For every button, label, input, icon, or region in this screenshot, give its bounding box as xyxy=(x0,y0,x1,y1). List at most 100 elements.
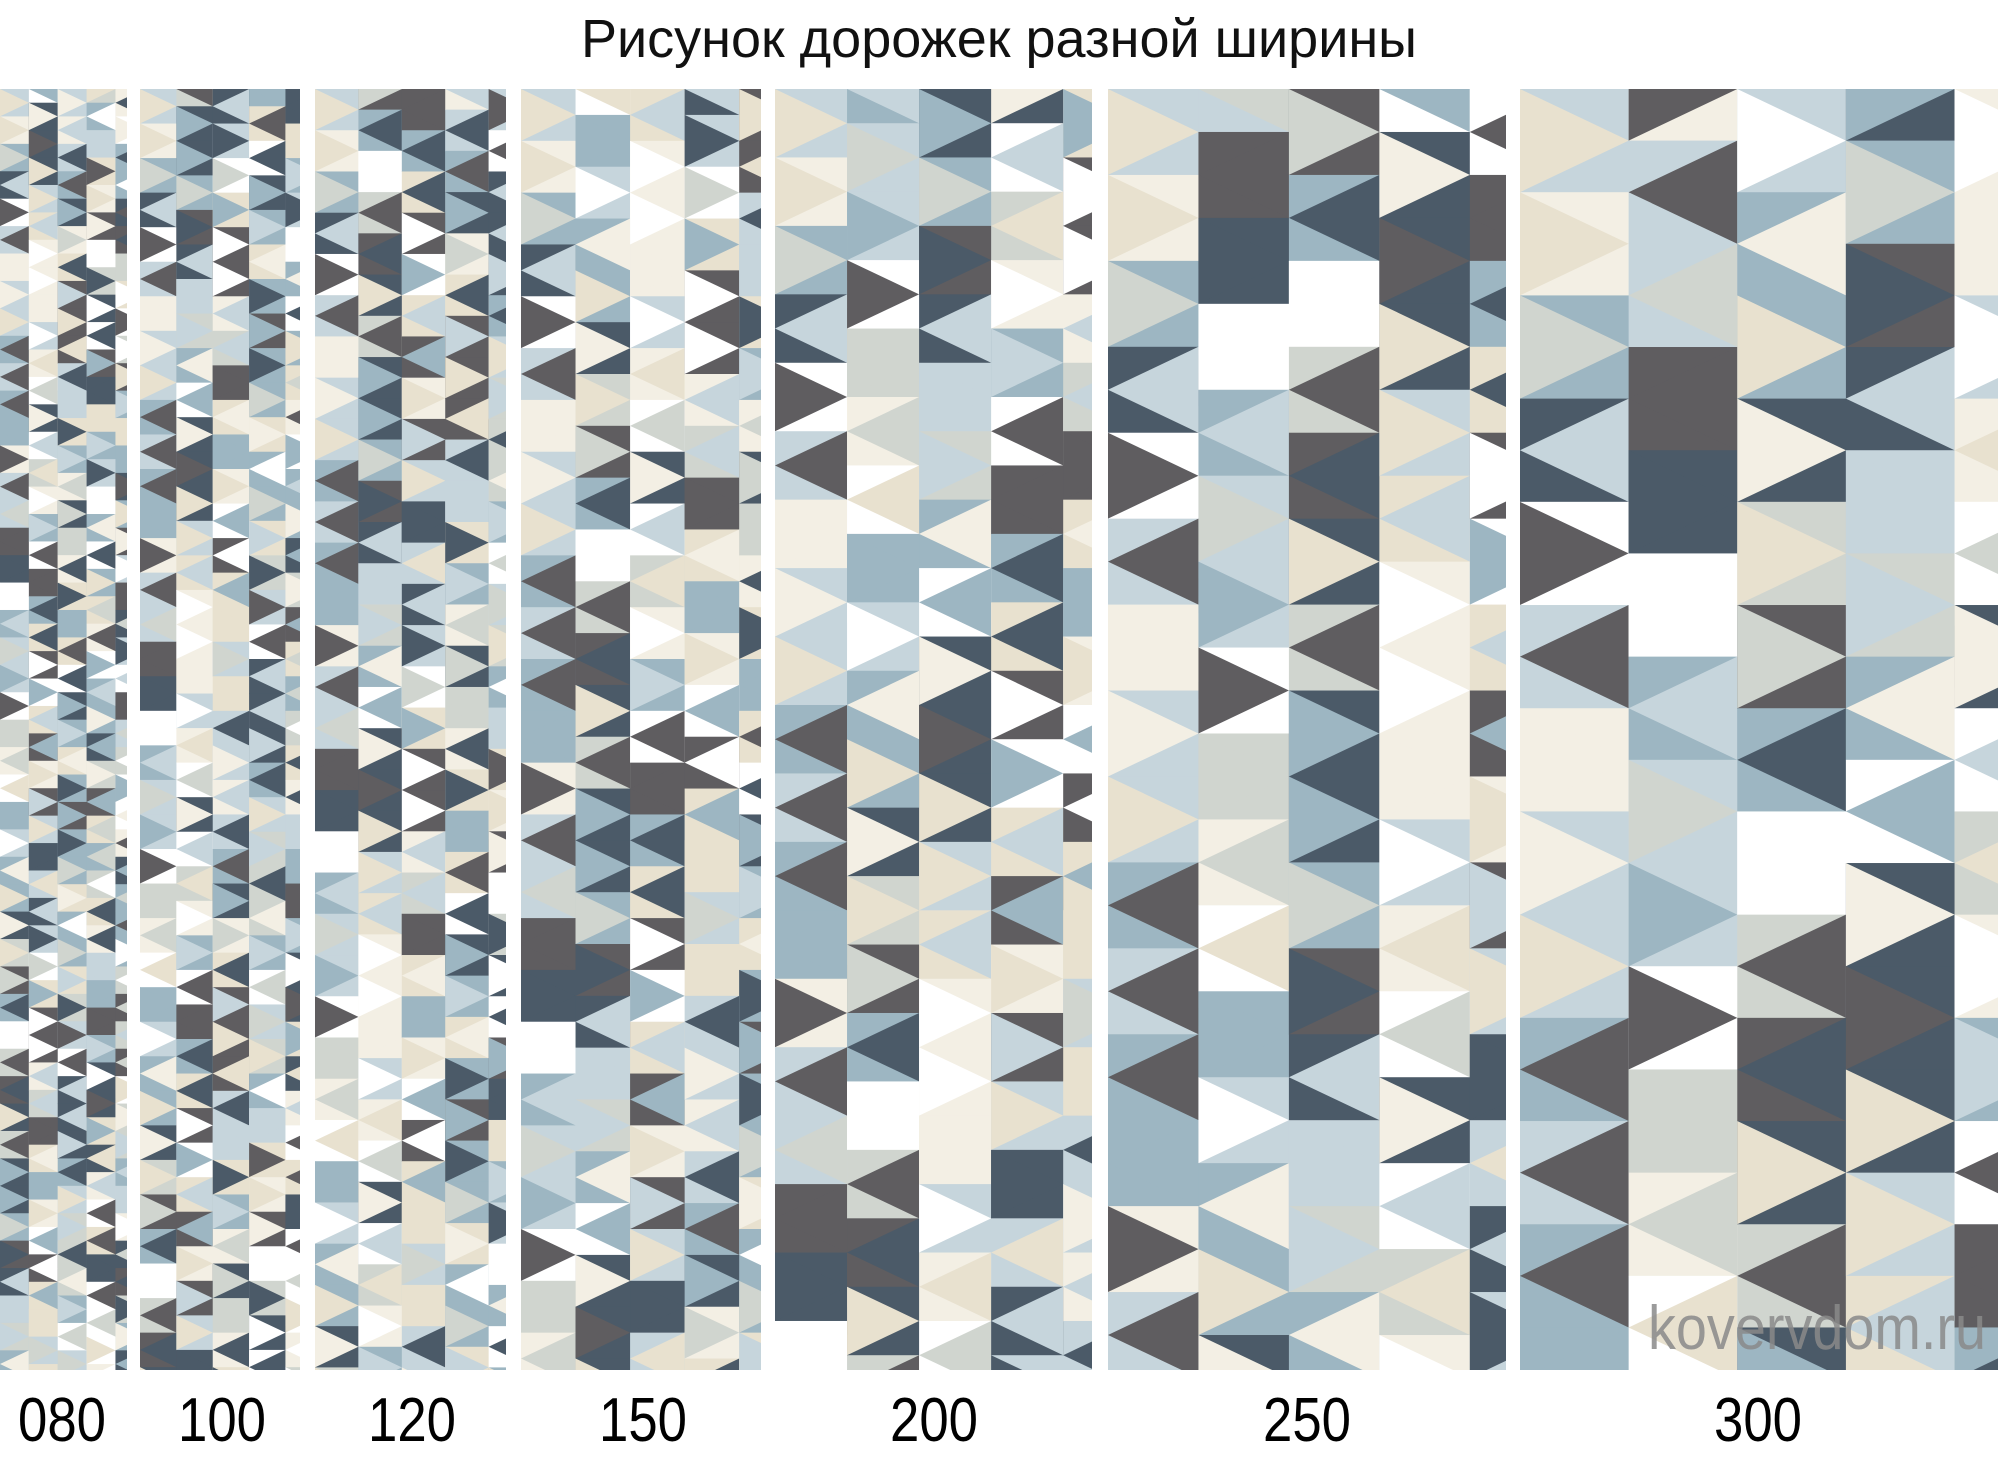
pattern-triangle xyxy=(1108,1034,1199,1121)
pattern-triangle xyxy=(57,1130,87,1159)
pattern-triangle xyxy=(358,150,402,193)
pattern-triangle xyxy=(86,1172,116,1200)
pattern-triangle xyxy=(1063,1273,1092,1301)
pattern-triangle xyxy=(1198,1335,1273,1370)
pattern-triangle xyxy=(115,280,127,309)
pattern-triangle xyxy=(1198,1077,1289,1164)
pattern-triangle xyxy=(739,778,761,799)
pattern-triangle xyxy=(115,1248,127,1260)
pattern-triangle xyxy=(28,952,58,981)
pattern-triangle xyxy=(919,225,992,295)
pattern-triangle xyxy=(488,625,506,667)
pattern-triangle xyxy=(775,362,848,432)
pattern-triangle xyxy=(521,659,576,711)
pattern-triangle xyxy=(991,807,1064,877)
pattern-triangle xyxy=(140,987,177,1022)
pattern-triangle xyxy=(86,349,116,377)
pattern-triangle xyxy=(176,348,213,383)
pattern-triangle xyxy=(1469,1034,1506,1121)
pattern-triangle xyxy=(684,995,740,1048)
pattern-triangle xyxy=(212,227,250,262)
pattern-triangle xyxy=(212,1367,219,1370)
pattern-triangle xyxy=(140,1125,177,1160)
pattern-cell xyxy=(285,1367,300,1370)
pattern-triangle xyxy=(176,1073,213,1109)
pattern-triangle xyxy=(115,308,127,336)
pattern-triangle xyxy=(315,336,359,378)
pattern-triangle xyxy=(315,913,359,956)
pattern-triangle xyxy=(521,1177,576,1229)
pattern-triangle xyxy=(285,237,300,252)
pattern-triangle xyxy=(115,1056,127,1068)
pattern-triangle xyxy=(0,801,29,830)
pattern-triangle xyxy=(140,261,177,297)
pattern-triangle xyxy=(775,841,848,911)
pattern-triangle xyxy=(315,130,359,172)
pattern-triangle xyxy=(212,469,250,504)
pattern-triangle xyxy=(140,434,177,469)
pattern-triangle xyxy=(445,563,489,605)
pattern-cell xyxy=(86,1364,116,1370)
pattern-triangle xyxy=(115,1002,127,1014)
pattern-triangle xyxy=(739,1244,761,1266)
pattern-triangle xyxy=(739,519,761,540)
pattern-triangle xyxy=(249,520,286,556)
pattern-triangle xyxy=(285,1066,300,1081)
pattern-triangle xyxy=(176,1246,213,1281)
pattern-triangle xyxy=(315,253,359,296)
pattern-triangle xyxy=(521,244,576,297)
pattern-triangle xyxy=(86,1144,116,1173)
pattern-cell xyxy=(684,1358,740,1370)
pattern-triangle xyxy=(358,439,402,481)
pattern-triangle xyxy=(630,969,685,1022)
pattern-triangle xyxy=(1954,89,1998,193)
pattern-triangle xyxy=(684,374,740,426)
pattern-triangle xyxy=(140,1367,146,1370)
pattern-triangle xyxy=(0,472,29,501)
runner-150 xyxy=(521,89,761,1370)
pattern-triangle xyxy=(0,1350,29,1370)
pattern-triangle xyxy=(1379,131,1470,218)
pattern-triangle xyxy=(401,1284,446,1327)
pattern-triangle xyxy=(249,969,286,1005)
runner-200 xyxy=(775,89,1092,1370)
pattern-triangle xyxy=(86,1035,116,1063)
pattern-triangle xyxy=(57,143,87,172)
pattern-triangle xyxy=(1198,647,1289,734)
pattern-triangle xyxy=(1954,532,1998,575)
pattern-triangle xyxy=(1737,1017,1846,1122)
pattern-triangle xyxy=(887,1355,920,1370)
pattern-triangle xyxy=(140,192,177,228)
pattern-triangle xyxy=(57,445,87,473)
pattern-triangle xyxy=(919,362,992,432)
pattern-triangle xyxy=(1520,501,1629,606)
pattern-triangle xyxy=(86,157,116,185)
pattern-triangle xyxy=(358,563,402,605)
pattern-triangle xyxy=(28,349,58,377)
pattern-triangle xyxy=(28,514,58,542)
pattern-triangle xyxy=(684,633,740,685)
pattern-triangle xyxy=(739,1125,761,1178)
pattern-triangle xyxy=(57,527,87,556)
pattern-triangle xyxy=(140,710,177,746)
pattern-triangle xyxy=(684,581,740,634)
pattern-triangle xyxy=(1198,733,1289,820)
pattern-triangle xyxy=(919,89,992,158)
pattern-triangle xyxy=(285,755,300,770)
pattern-triangle xyxy=(739,1280,761,1333)
pattern-triangle xyxy=(57,308,87,336)
pattern-triangle xyxy=(684,166,740,219)
pattern-triangle xyxy=(285,686,300,701)
pattern-triangle xyxy=(1063,725,1092,753)
pattern-triangle xyxy=(212,296,250,331)
pattern-triangle xyxy=(775,1252,848,1321)
pattern-triangle xyxy=(1954,842,1998,884)
pattern-triangle xyxy=(739,969,761,1022)
pattern-triangle xyxy=(1108,432,1199,519)
pattern-triangle xyxy=(249,382,286,418)
pattern-triangle xyxy=(1288,89,1380,175)
pattern-triangle xyxy=(1628,863,1738,967)
pattern-triangle xyxy=(488,554,506,572)
pattern-triangle xyxy=(1737,811,1846,915)
pattern-triangle xyxy=(315,1243,359,1285)
